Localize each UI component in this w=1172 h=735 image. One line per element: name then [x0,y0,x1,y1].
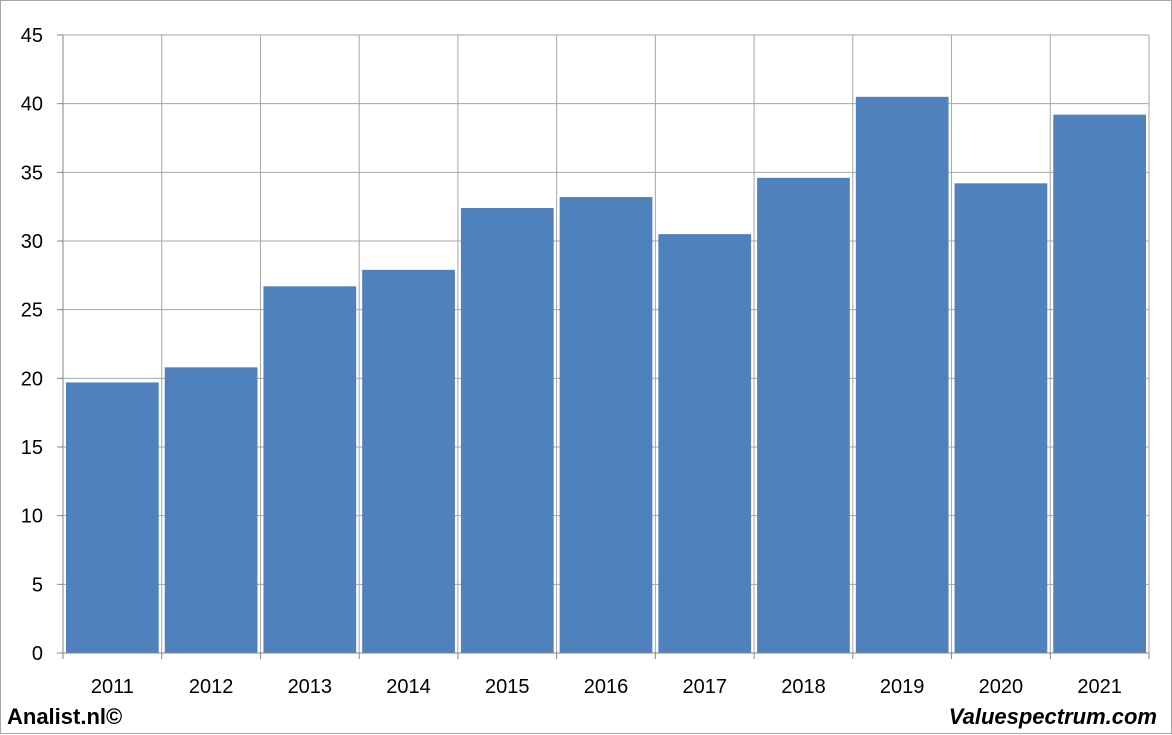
bar-2018 [757,177,850,653]
ytick-label-20: 20 [21,368,43,390]
xtick-label-2011: 2011 [91,676,134,698]
footer-brand-label: Valuespectrum.com [948,704,1157,729]
bar-2013 [263,286,357,653]
bar-2019 [855,96,949,654]
axes [57,34,1150,659]
bar-2015 [460,208,554,654]
bar-2014 [362,269,455,653]
tick-labels: 0 5 10 15 20 25 30 35 40 45 2011 2012 2013 2014 2015 20… [21,25,1122,698]
ytick-label-15: 15 [21,437,43,459]
ytick-label-0: 0 [32,643,43,665]
bar-2020 [954,183,1048,653]
xtick-label-2021: 2021 [1077,676,1122,698]
xtick-label-2018: 2018 [781,676,826,698]
xtick-label-2013: 2013 [288,676,333,698]
xtick-label-2020: 2020 [979,676,1024,698]
footer-source-label: Analist.nl© [7,704,123,729]
xtick-label-2016: 2016 [584,676,629,698]
bar-2012 [164,367,258,653]
ytick-label-5: 5 [32,574,43,596]
ytick-label-35: 35 [21,162,43,184]
xtick-label-2019: 2019 [880,676,925,698]
bar-2016 [559,197,653,653]
bar-2021 [1053,114,1146,654]
xtick-label-2012: 2012 [189,676,234,698]
bars [66,96,1146,654]
ytick-label-40: 40 [21,94,43,116]
ytick-label-30: 30 [21,231,43,253]
xtick-label-2015: 2015 [485,676,530,698]
bar-2017 [658,234,752,653]
ytick-label-10: 10 [21,506,43,528]
bar-2011 [66,382,159,653]
xtick-label-2014: 2014 [386,676,431,698]
ytick-label-25: 25 [21,300,43,322]
xtick-label-2017: 2017 [682,676,727,698]
ytick-label-45: 45 [21,25,43,47]
